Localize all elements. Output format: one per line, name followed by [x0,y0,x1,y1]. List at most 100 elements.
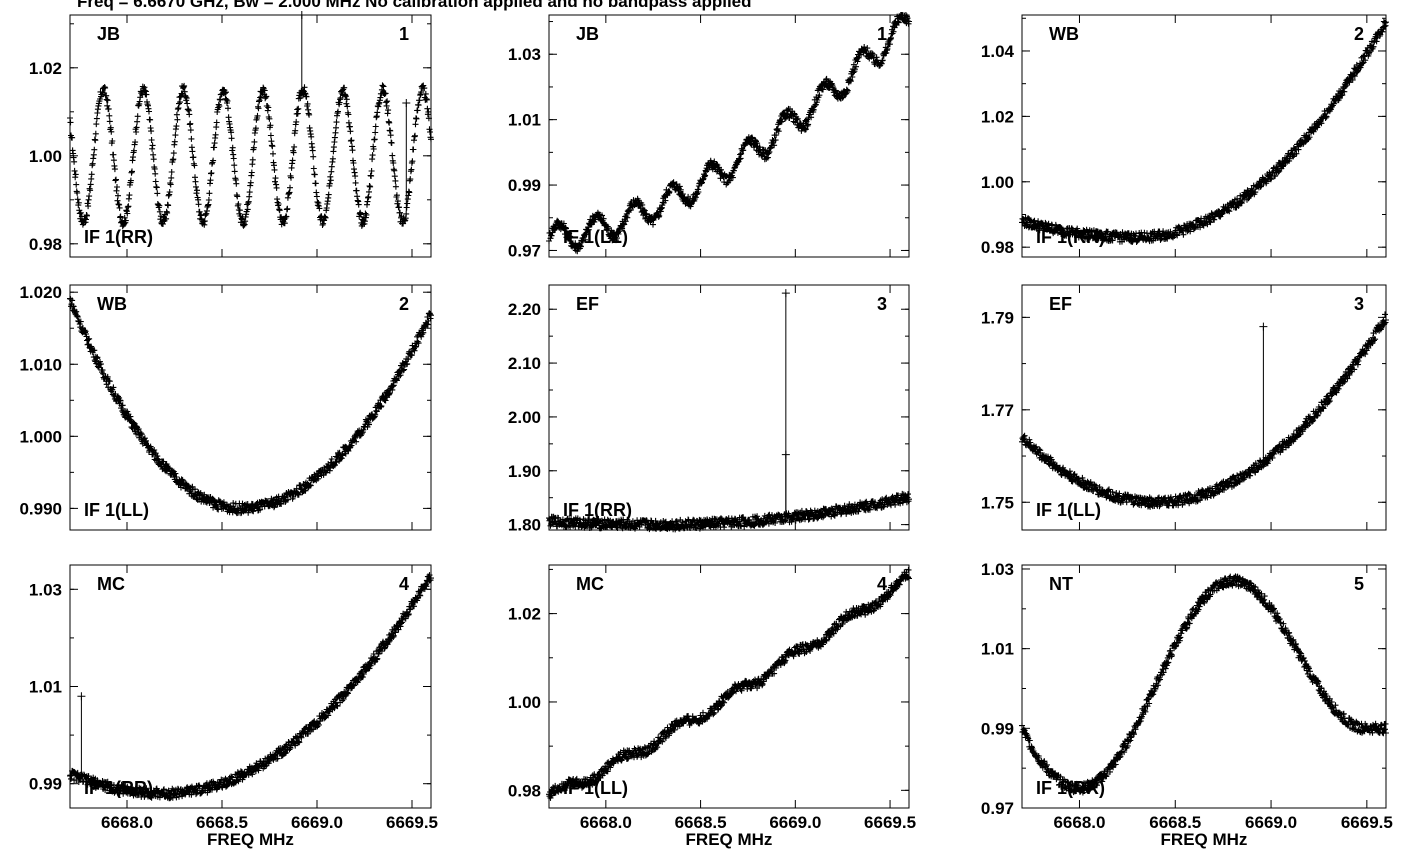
y-tick-label: 2.20 [508,300,541,319]
spike-marker [297,11,306,19]
y-tick-label: 1.75 [981,493,1014,512]
y-tick-label: 2.10 [508,354,541,373]
spike-marker [77,692,86,701]
plot-frame [548,284,910,531]
antenna-number: 2 [1354,24,1364,44]
y-tick-label: 1.01 [508,111,541,130]
x-tick-label: 6668.5 [196,813,248,832]
y-tick-label: 0.97 [508,241,541,260]
y-tick-label: 1.010 [19,355,62,374]
x-tick-label: 6668.5 [1149,813,1201,832]
y-tick-label: 0.97 [981,799,1014,818]
plot-header: Freq = 6.6670 GHz, Bw = 2.000 MHz No cal… [77,0,752,11]
plot-frame [1021,564,1387,809]
panel-ef-3-rr: 1.80 1.90 2.00 2.10 2.20 EF 3 IF 1(RR) [508,284,912,535]
panel-mc-4-rr: 0.99 1.01 1.03 6668.0 6668.5 6669.0 6669.5 FREQ… [29,564,438,849]
y-tick-label: 0.98 [981,238,1014,257]
plot-frame [548,14,910,258]
y-tick-label: 1.00 [508,693,541,712]
station-label: WB [1049,24,1079,44]
polarization-label: IF 1(RR) [1036,778,1105,798]
data-points [1019,18,1389,245]
spike-marker [402,99,411,107]
y-tick-label: 1.80 [508,516,541,535]
plot-frame [1021,284,1387,531]
y-tick-label: 1.90 [508,462,541,481]
station-label: MC [576,574,604,594]
y-tick-label: 2.00 [508,408,541,427]
panel-wb-2-rr: 0.98 1.00 1.02 1.04 WB 2 IF 1(RR) [981,14,1389,258]
polarization-label: IF 1(LL) [563,227,628,247]
y-tick-label: 1.01 [981,640,1014,659]
data-points [546,566,912,801]
y-tick-label: 1.03 [508,45,541,64]
plot-frame [69,284,432,531]
x-tick-label: 6669.0 [1245,813,1297,832]
polarization-label: IF 1(RR) [84,778,153,798]
antenna-number: 5 [1354,574,1364,594]
x-tick-label: 6669.0 [291,813,343,832]
station-label: JB [97,24,120,44]
y-tick-label: 0.99 [981,719,1014,738]
antenna-number: 2 [399,294,409,314]
panel-nt-5-rr: 0.97 0.99 1.01 1.03 6668.0 6668.5 6669.0 6669.5… [981,560,1393,849]
y-tick-label: 1.01 [29,678,62,697]
y-tick-label: 1.02 [981,107,1014,126]
y-tick-label: 0.99 [29,775,62,794]
polarization-label: IF 1(LL) [84,500,149,520]
data-points [67,572,434,802]
data-points [546,12,912,255]
x-axis-label: FREQ MHz [686,830,773,849]
plot-frame [1021,14,1387,258]
y-tick-label: 1.000 [19,427,62,446]
data-points [67,82,434,230]
y-tick-label: 0.990 [19,499,62,518]
plot-frame [548,564,910,809]
y-tick-label: 0.98 [508,781,541,800]
panel-mc-4-ll: 0.98 1.00 1.02 6668.0 6668.5 6669.0 6669.5 FREQ… [508,564,916,849]
station-label: WB [97,294,127,314]
data-points [1019,573,1389,796]
antenna-number: 1 [399,24,409,44]
x-tick-label: 6668.0 [580,813,632,832]
y-tick-label: 1.03 [981,560,1014,579]
station-label: NT [1049,574,1073,594]
y-tick-label: 1.00 [29,147,62,166]
y-tick-label: 1.00 [981,173,1014,192]
y-tick-label: 1.02 [29,59,62,78]
panel-jb-1-ll: 0.97 0.99 1.01 1.03 JB 1 IF 1(LL) [508,12,912,260]
polarization-label: IF 1(RR) [563,500,632,520]
y-tick-label: 1.77 [981,401,1014,420]
polarization-label: IF 1(LL) [1036,500,1101,520]
station-label: MC [97,574,125,594]
x-tick-label: 6669.5 [386,813,438,832]
spike-marker [781,289,790,298]
x-tick-label: 6668.5 [675,813,727,832]
data-points [546,490,912,533]
panel-wb-2-ll: 0.990 1.000 1.010 1.020 WB 2 IF 1(LL) [19,283,434,531]
panel-ef-3-ll: 1.75 1.77 1.79 EF 3 IF 1(LL) [981,284,1389,531]
y-tick-label: 1.03 [29,580,62,599]
y-tick-label: 0.98 [29,235,62,254]
y-tick-label: 1.04 [981,42,1015,61]
data-points [67,295,434,517]
x-tick-label: 6669.5 [864,813,916,832]
x-axis-label: FREQ MHz [1161,830,1248,849]
x-axis-label: FREQ MHz [207,830,294,849]
y-tick-label: 1.020 [19,283,62,302]
x-tick-label: 6669.5 [1341,813,1393,832]
polarization-label: IF 1(RR) [84,227,153,247]
polarization-label: IF 1(LL) [563,778,628,798]
panel-jb-1-rr: 0.98 1.00 1.02 JB 1 IF 1(RR) [29,11,434,258]
data-points [1019,311,1389,510]
antenna-number: 4 [399,574,409,594]
y-tick-label: 0.99 [508,176,541,195]
x-tick-label: 6668.0 [1053,813,1105,832]
polarization-label: IF 1(RR) [1036,227,1105,247]
x-tick-label: 6668.0 [101,813,153,832]
spike-marker [781,450,790,459]
x-tick-label: 6669.0 [769,813,821,832]
y-tick-label: 1.79 [981,308,1014,327]
antenna-number: 3 [877,294,887,314]
